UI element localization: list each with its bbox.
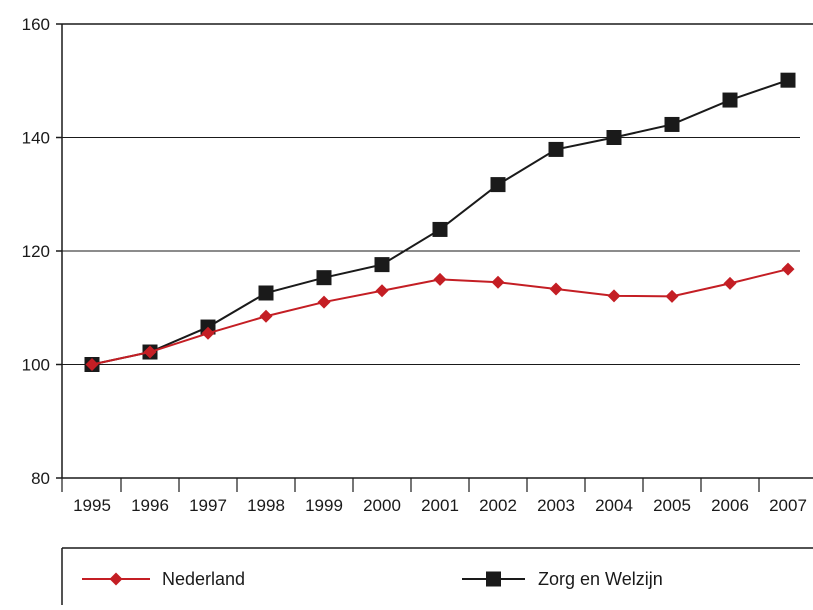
legend-marker — [109, 572, 123, 586]
data-point-nederland — [607, 289, 621, 303]
series-lines — [84, 72, 796, 372]
data-point-zorg-en-welzijn — [780, 72, 796, 88]
gridlines — [62, 137, 800, 365]
series-nederland — [85, 262, 795, 371]
y-tick-label: 120 — [22, 242, 50, 261]
y-tick-label: 80 — [31, 469, 50, 488]
data-point-nederland — [723, 276, 737, 290]
data-point-nederland — [549, 282, 563, 296]
x-tick-label: 2003 — [537, 496, 575, 515]
data-point-zorg-en-welzijn — [664, 116, 680, 132]
x-tick-label: 1998 — [247, 496, 285, 515]
x-tick-label: 1996 — [131, 496, 169, 515]
data-point-zorg-en-welzijn — [258, 285, 274, 301]
x-tick-label: 2000 — [363, 496, 401, 515]
data-point-nederland — [317, 295, 331, 309]
y-tick-label: 100 — [22, 356, 50, 375]
legend-item-zorg-en-welzijn: Zorg en Welzijn — [462, 569, 663, 589]
data-point-nederland — [665, 289, 679, 303]
data-point-zorg-en-welzijn — [432, 221, 448, 237]
data-point-nederland — [201, 326, 215, 340]
x-tick-label: 2004 — [595, 496, 633, 515]
data-point-nederland — [433, 272, 447, 286]
x-tick-label: 2002 — [479, 496, 517, 515]
data-point-zorg-en-welzijn — [490, 177, 506, 193]
data-point-zorg-en-welzijn — [374, 257, 390, 273]
x-tick-label: 2006 — [711, 496, 749, 515]
axes: 80 100 120 140 160 1995 1996 1997 1998 1999 2000 20… — [22, 15, 813, 515]
data-point-zorg-en-welzijn — [548, 141, 564, 157]
y-tick-label: 140 — [22, 129, 50, 148]
x-tick-label: 2005 — [653, 496, 691, 515]
x-tick-label: 2001 — [421, 496, 459, 515]
data-point-zorg-en-welzijn — [722, 92, 738, 108]
data-point-zorg-en-welzijn — [606, 130, 622, 145]
legend: Nederland Zorg en Welzijn — [61, 547, 813, 605]
x-tick-label: 1997 — [189, 496, 227, 515]
data-point-nederland — [375, 284, 389, 298]
x-tick-label: 1999 — [305, 496, 343, 515]
x-tick-label: 1995 — [73, 496, 111, 515]
legend-label: Nederland — [162, 569, 245, 589]
data-point-nederland — [259, 309, 273, 323]
legend-label: Zorg en Welzijn — [538, 569, 663, 589]
data-point-nederland — [781, 262, 795, 276]
data-point-nederland — [491, 275, 505, 289]
x-tick-label: 2007 — [769, 496, 807, 515]
data-point-zorg-en-welzijn — [316, 270, 332, 286]
legend-marker — [486, 571, 501, 587]
series-zorg-en-welzijn — [84, 72, 796, 372]
data-point-nederland — [85, 358, 99, 371]
legend-item-nederland: Nederland — [82, 569, 245, 589]
data-point-nederland — [143, 345, 157, 359]
y-tick-label: 160 — [22, 15, 50, 34]
